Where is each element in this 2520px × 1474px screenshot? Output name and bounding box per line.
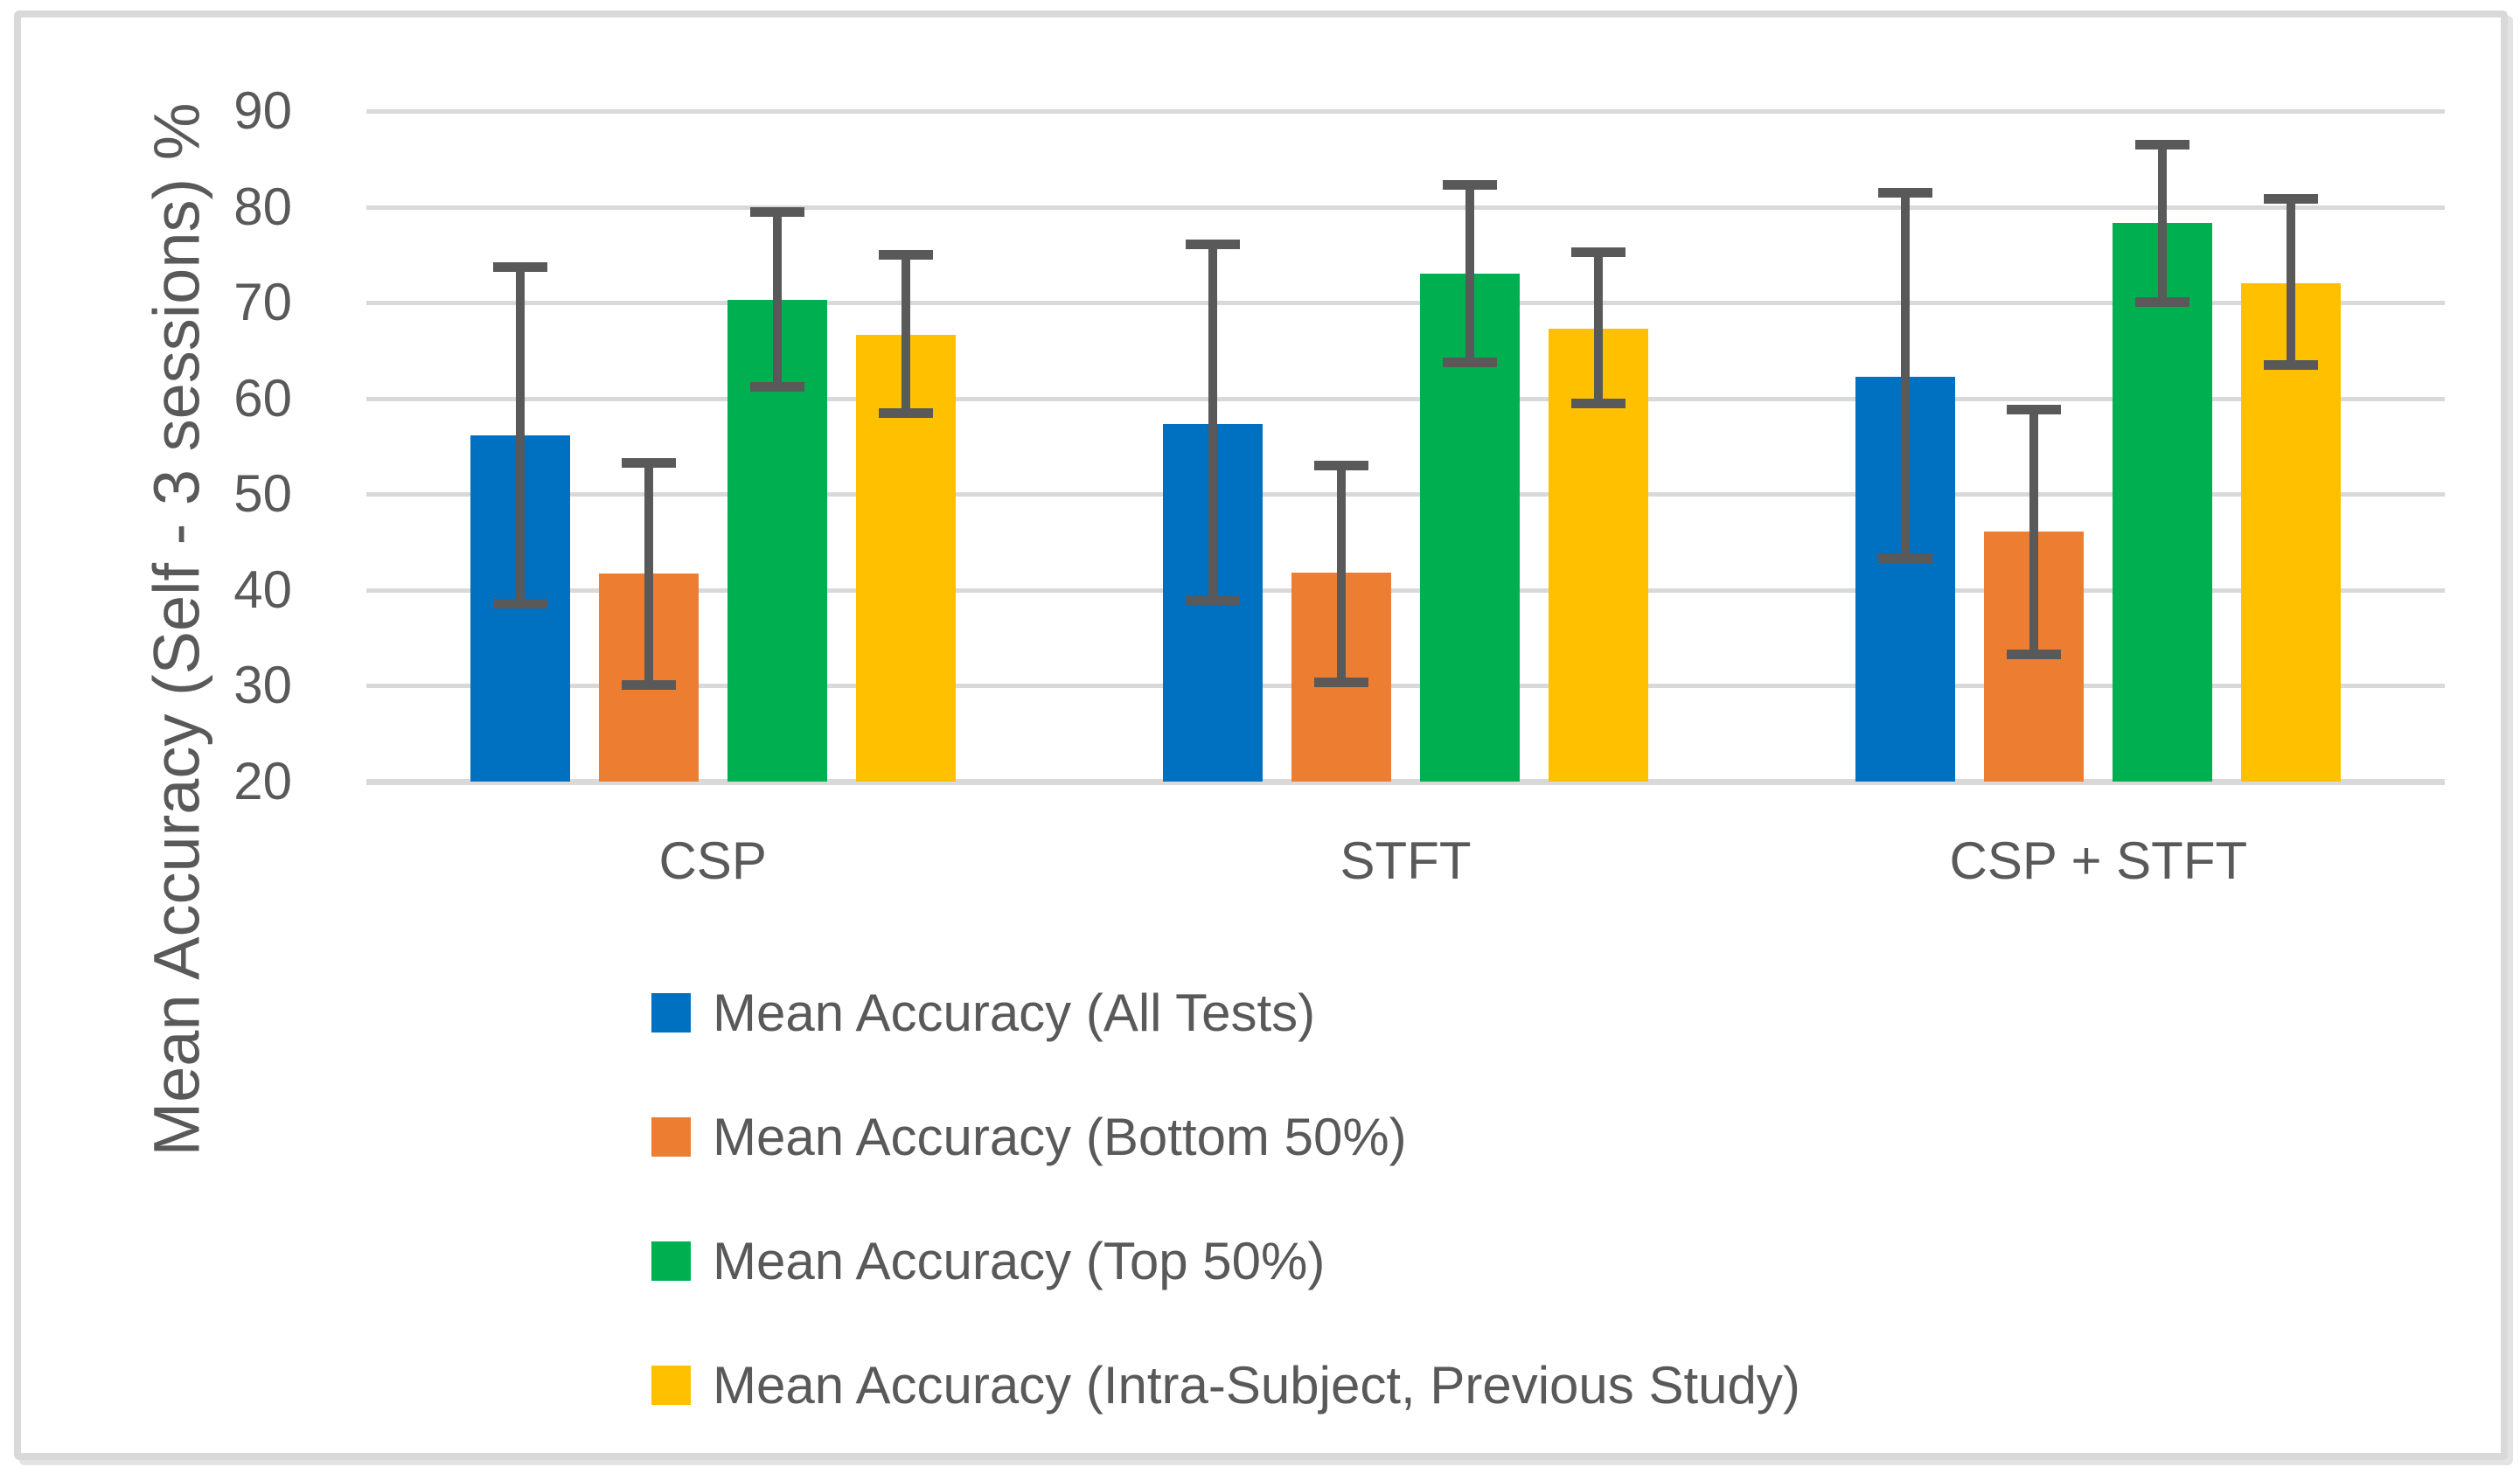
error-bar-line <box>1465 179 1474 367</box>
error-bar-cap-top <box>878 249 933 260</box>
plot-area <box>366 109 2445 785</box>
legend-label-intra-subject: Mean Accuracy (Intra-Subject, Previous S… <box>713 1356 1800 1415</box>
y-tick-label-20: 20 <box>233 752 292 810</box>
error-bar-cap-bottom <box>1571 398 1625 408</box>
error-bar-cap-top <box>1314 460 1368 470</box>
y-tick-label-80: 80 <box>233 177 292 236</box>
gridline-50 <box>366 492 2445 497</box>
error-bar-cap-bottom <box>749 382 804 393</box>
error-bar-cap-top <box>1443 179 1497 190</box>
error-bar-line <box>1208 239 1217 607</box>
gridline-60 <box>366 396 2445 401</box>
error-bar-line <box>901 249 910 418</box>
y-tick-label-90: 90 <box>233 81 292 140</box>
gridline-70 <box>366 301 2445 306</box>
bar-series2-cat2 <box>2113 223 2213 782</box>
error-bar-cap-bottom <box>492 598 547 608</box>
error-bar-line <box>1901 187 1911 564</box>
error-bar-cap-top <box>2264 194 2319 205</box>
error-bar-line <box>1337 460 1346 687</box>
legend-label-bottom-50: Mean Accuracy (Bottom 50%) <box>713 1108 1407 1166</box>
error-bar-cap-bottom <box>2007 649 2062 659</box>
error-bar-line <box>515 262 525 608</box>
error-bar-cap-top <box>1878 187 1933 198</box>
error-bar-line <box>2287 194 2296 370</box>
error-bar-cap-bottom <box>2135 296 2190 307</box>
legend-label-all-tests: Mean Accuracy (All Tests) <box>713 984 1316 1042</box>
y-tick-label-60: 60 <box>233 368 292 428</box>
x-axis-line <box>366 779 2445 785</box>
error-bar-cap-top <box>621 457 676 468</box>
legend-item-bottom-50: Mean Accuracy (Bottom 50%) <box>651 1107 1800 1231</box>
error-bar-cap-top <box>749 206 804 217</box>
y-tick-label-30: 30 <box>233 656 292 715</box>
legend-item-intra-subject: Mean Accuracy (Intra-Subject, Previous S… <box>651 1355 1800 1474</box>
gridline-40 <box>366 588 2445 593</box>
y-tick-label-40: 40 <box>233 560 292 619</box>
error-bar-cap-bottom <box>878 407 933 418</box>
error-bar-line <box>772 206 782 393</box>
legend-swatch-top-50 <box>651 1241 691 1281</box>
x-label-csp-stft: CSP + STFT <box>1949 831 2248 890</box>
legend-item-all-tests: Mean Accuracy (All Tests) <box>651 983 1800 1107</box>
gridline-30 <box>366 684 2445 689</box>
legend-item-top-50: Mean Accuracy (Top 50%) <box>651 1231 1800 1355</box>
x-label-csp: CSP <box>658 831 767 890</box>
y-axis-title-text: Mean Accuracy (Self - 3 sessions) % <box>140 102 213 1157</box>
error-bar-cap-top <box>1571 247 1625 257</box>
error-bar-line <box>644 457 653 690</box>
error-bar-cap-top <box>2135 139 2190 149</box>
error-bar-cap-bottom <box>1314 677 1368 687</box>
error-bar-cap-bottom <box>1186 596 1240 607</box>
error-bar-cap-top <box>2007 405 2062 415</box>
error-bar-line <box>2158 139 2168 307</box>
error-bar-cap-bottom <box>2264 359 2319 370</box>
y-tick-label-50: 50 <box>233 464 292 524</box>
gridline-80 <box>366 205 2445 210</box>
error-bar-cap-bottom <box>1878 553 1933 564</box>
legend-swatch-intra-subject <box>651 1366 691 1405</box>
y-tick-label-70: 70 <box>233 273 292 332</box>
gridline-90 <box>366 109 2445 114</box>
legend-label-top-50: Mean Accuracy (Top 50%) <box>713 1232 1326 1290</box>
error-bar-line <box>1594 247 1603 408</box>
error-bar-line <box>2029 405 2039 659</box>
legend-swatch-bottom-50 <box>651 1117 691 1157</box>
error-bar-cap-top <box>492 262 547 273</box>
error-bar-cap-bottom <box>621 679 676 690</box>
legend-swatch-all-tests <box>651 993 691 1032</box>
legend: Mean Accuracy (All Tests) Mean Accuracy … <box>651 983 1800 1474</box>
x-label-stft: STFT <box>1340 831 1472 890</box>
error-bar-cap-top <box>1186 239 1240 249</box>
figure-frame: Mean Accuracy (Self - 3 sessions) % 90 80… <box>14 10 2508 1460</box>
error-bar-cap-bottom <box>1443 357 1497 367</box>
